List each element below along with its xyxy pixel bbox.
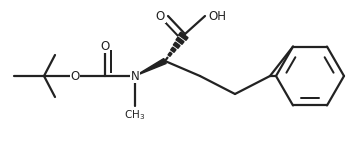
Text: N: N: [131, 69, 139, 83]
Polygon shape: [135, 59, 166, 76]
Polygon shape: [173, 42, 180, 48]
Polygon shape: [168, 52, 172, 56]
Polygon shape: [171, 47, 176, 52]
Polygon shape: [176, 37, 184, 44]
Text: O: O: [70, 69, 80, 83]
Text: O: O: [101, 39, 110, 53]
Polygon shape: [179, 32, 188, 40]
Text: OH: OH: [208, 10, 226, 22]
Text: O: O: [156, 10, 165, 22]
Text: CH$_3$: CH$_3$: [124, 108, 145, 122]
Polygon shape: [165, 57, 168, 60]
